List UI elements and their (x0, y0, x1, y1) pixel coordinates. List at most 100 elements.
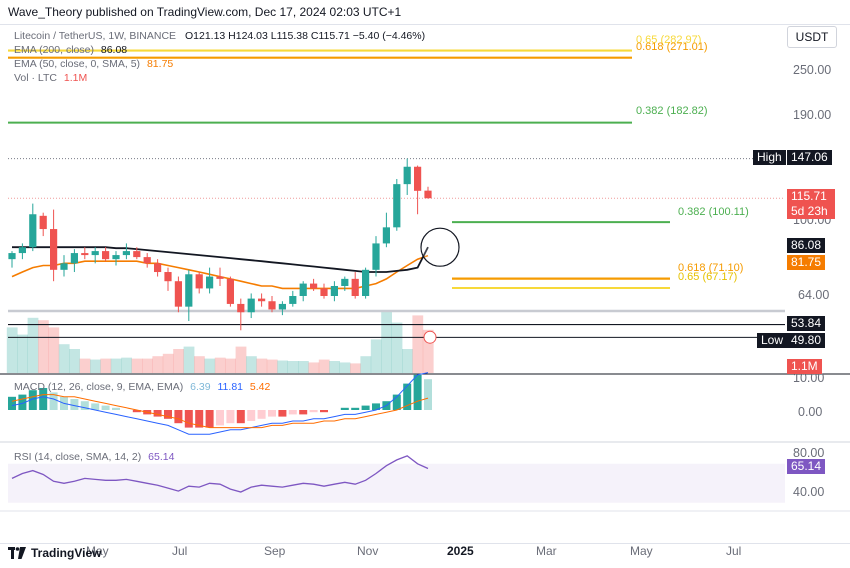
volume-bar (6, 327, 18, 373)
candle-body (330, 285, 338, 296)
x-tick-nov: Nov (357, 544, 379, 558)
tradingview-logo[interactable]: TradingView (8, 546, 101, 560)
macd-histogram-bar (91, 403, 100, 410)
currency-selector[interactable]: USDT (787, 26, 837, 48)
volume-bar (235, 346, 247, 373)
legend-ema200: EMA (200, close) 86.08 (14, 44, 127, 56)
candle-body (50, 229, 58, 270)
volume-bar (246, 356, 257, 373)
candle-body (226, 278, 234, 304)
macd-label: MACD (12, 26, close, 9, EMA, EMA) (14, 381, 184, 393)
macd-histogram-bar (70, 399, 79, 410)
candle-body (362, 269, 370, 296)
volume-bar (391, 322, 403, 373)
legend-ema50: EMA (50, close, 0, SMA, 5) 81.75 (14, 58, 173, 70)
volume-bar (204, 358, 216, 373)
candle-body (164, 272, 172, 282)
macd-histogram-bar (174, 410, 183, 424)
macd-histogram-bar (101, 405, 110, 410)
macd-histogram-bar (247, 410, 256, 421)
volume-bar (173, 349, 184, 373)
candle-body (102, 251, 110, 260)
candle-body (341, 278, 349, 286)
volume-bar (90, 359, 101, 373)
fib-label-0382-lower: 0.382 (100.11) (678, 206, 749, 218)
macd-histogram-bar (49, 392, 58, 410)
macd-histogram-bar (361, 405, 370, 410)
volume-bar (298, 361, 309, 373)
macd-histogram-bar (351, 407, 360, 410)
volume-bar (183, 346, 195, 373)
macd-histogram-bar (28, 390, 37, 410)
volume-bar (329, 361, 340, 373)
volume-bar (38, 320, 49, 373)
fib-label-0618-upper: 0.618 (271.01) (636, 41, 708, 53)
low-value-badge: 49.80 (787, 333, 826, 348)
volume-bar (402, 349, 413, 373)
macd-value-2: 11.81 (217, 381, 244, 393)
volume-alert-icon (423, 330, 437, 344)
volume-value: 1.1M (63, 72, 88, 84)
macd-histogram-bar (195, 410, 204, 428)
macd-histogram-bar (257, 410, 266, 419)
volume-bar (100, 358, 112, 373)
macd-histogram-bar (184, 410, 193, 428)
volume-bar (318, 359, 330, 373)
candle-body (154, 263, 162, 273)
x-tick-may: May (86, 544, 109, 558)
volume-bar (287, 361, 299, 373)
last-price-value: 115.71 (791, 189, 827, 203)
candle-body (8, 253, 16, 260)
macd-histogram-bar (112, 407, 120, 410)
ema200-label: EMA (200, close) (14, 44, 94, 56)
macd-signal-line (11, 394, 429, 429)
macd-histogram-bar (236, 410, 245, 424)
ema200-value: 86.08 (100, 44, 128, 56)
candle-body (81, 253, 89, 256)
candle-body (351, 278, 359, 296)
volume-bar (110, 358, 122, 373)
low-label-badge: Low (757, 333, 788, 348)
ema50-label: EMA (50, close, 0, SMA, 5) (14, 58, 141, 70)
volume-bar (277, 360, 288, 373)
candle-body (91, 251, 99, 256)
x-tick-mar: Mar (536, 544, 557, 558)
candle-body (185, 274, 193, 307)
high-label-badge: High (753, 150, 786, 165)
volume-bar (422, 329, 434, 373)
fib-label-065-lower: 0.65 (67.17) (678, 271, 738, 283)
volume-bar (339, 362, 351, 373)
rsi-value: 65.14 (148, 451, 175, 463)
volume-bar (225, 358, 236, 373)
candle-body (143, 257, 151, 264)
candle-body (216, 276, 224, 279)
last-price-badge: 115.71 5d 23h (787, 189, 835, 219)
macd-histogram-bar (299, 410, 308, 415)
ema-cross-circle (420, 227, 460, 267)
volume-bar (131, 358, 143, 373)
x-tick-jul: Jul (172, 544, 188, 558)
macd-histogram-bar (164, 410, 172, 419)
volume-bar (17, 334, 28, 373)
volume-bar (162, 353, 174, 373)
candle-body (289, 296, 297, 304)
candle-body (195, 274, 203, 289)
volume-bar (194, 356, 205, 373)
macd-histogram-bar (268, 410, 276, 417)
macd-value-3: 5.42 (249, 381, 271, 393)
volume-bar (79, 358, 91, 373)
candle-body (382, 227, 390, 244)
candle-body (60, 263, 68, 270)
chart-canvas[interactable] (0, 25, 850, 543)
macd-histogram-bar (413, 374, 422, 410)
candle-body (258, 298, 266, 302)
volume-bar (360, 356, 372, 373)
candle-body (133, 251, 141, 258)
tradingview-brand: TradingView (31, 546, 102, 560)
chart-panel[interactable]: Litecoin / TetherUS, 1W, BINANCE O121.13… (0, 24, 850, 558)
volume-bar (308, 362, 320, 373)
ema50-value: 81.75 (146, 58, 174, 70)
fib-label-0382-upper: 0.382 (182.82) (636, 105, 708, 117)
rsi-tick-80: 80.00 (793, 446, 825, 460)
volume-bar (412, 315, 424, 373)
